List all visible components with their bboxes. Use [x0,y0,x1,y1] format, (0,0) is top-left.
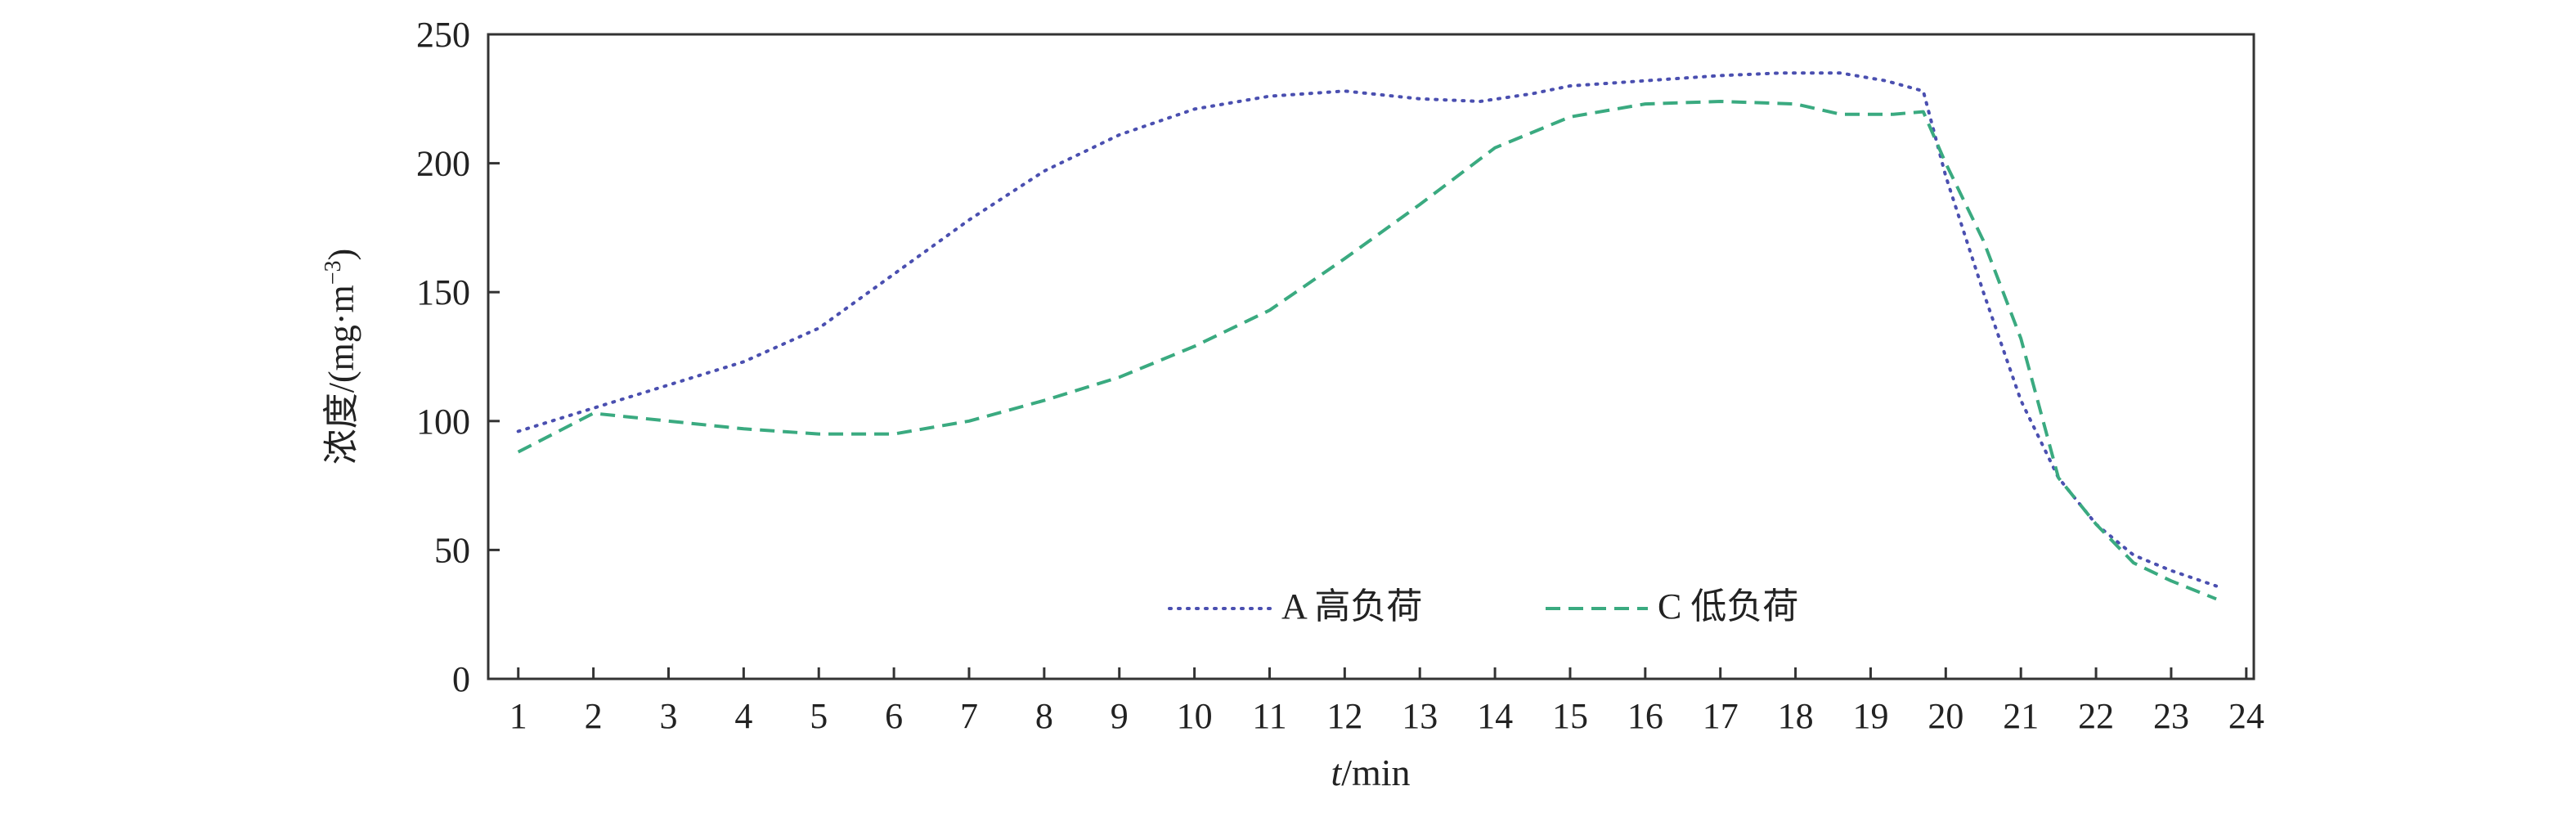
y-axis-label: 浓度/(mg·m−3) [321,249,361,465]
x-axis-label-unit: /min [1341,752,1410,793]
plot-frame [487,33,2255,680]
x-tick-label: 18 [1778,696,1814,736]
legend: A 高负荷 C 低负荷 [1168,586,1798,627]
series-line-a [516,71,2219,588]
x-axis-label: t/min [1331,752,1410,793]
x-tick-label: 9 [1111,696,1129,736]
x-tick-label: 11 [1252,696,1286,736]
x-tick-label: 5 [810,696,828,736]
y-axis-label-suffix: ) [321,249,361,261]
x-tick-label: 17 [1703,696,1739,736]
x-tick-label: 4 [734,696,752,736]
y-tick-label: 0 [452,659,470,699]
x-tick-label: 24 [2228,696,2264,736]
series-group [516,71,2219,601]
y-tick-label: 250 [416,15,470,55]
x-tick-label: 23 [2153,696,2189,736]
x-tick-label: 15 [1552,696,1588,736]
x-axis-label-var: t [1331,752,1342,793]
axis-ticks: 1 2 3 4 5 6 7 8 9 10 11 12 13 14 15 16 17 18 19 20 21 22 23 240… [416,15,2264,736]
y-tick-label: 200 [416,144,470,184]
y-axis-label-prefix: 浓度/(mg·m [321,285,361,465]
x-tick-label: 21 [2003,696,2039,736]
legend-label-c: C 低负荷 [1658,586,1798,627]
x-tick-label: 19 [1852,696,1888,736]
x-tick-label: 7 [960,696,978,736]
x-tick-label: 20 [1928,696,1963,736]
y-axis-label-sup: −3 [321,260,346,285]
x-tick-label: 2 [585,696,603,736]
y-tick-label: 50 [434,530,470,570]
x-tick-label: 16 [1627,696,1663,736]
x-tick-label: 3 [659,696,677,736]
x-tick-label: 6 [885,696,903,736]
x-tick-label: 13 [1402,696,1438,736]
x-tick-label: 10 [1177,696,1213,736]
x-tick-label: 1 [509,696,527,736]
x-tick-label: 12 [1326,696,1362,736]
x-tick-label: 8 [1035,696,1053,736]
x-tick-label: 22 [2078,696,2114,736]
y-tick-label: 150 [416,272,470,312]
x-tick-label: 14 [1477,696,1513,736]
y-tick-label: 100 [416,402,470,442]
series-line-c [517,100,2217,601]
legend-label-a: A 高负荷 [1281,586,1422,627]
